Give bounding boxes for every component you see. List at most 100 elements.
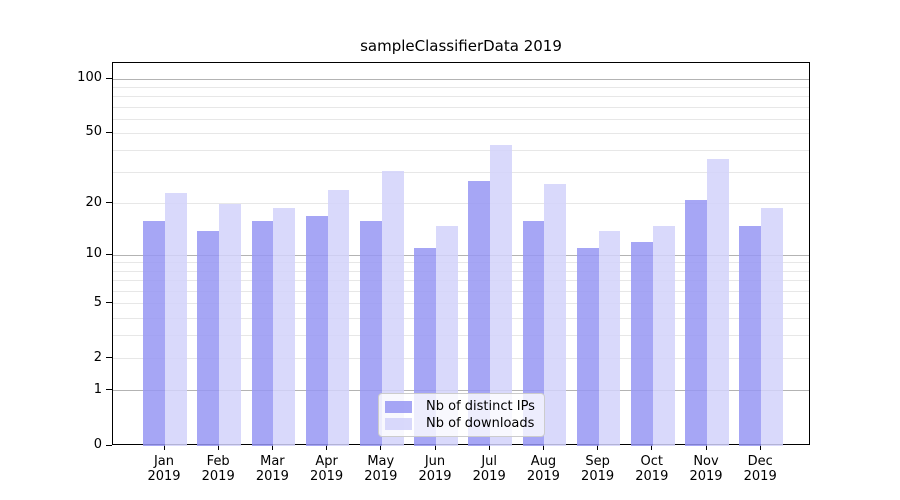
x-tick-label-apr: Apr 2019: [299, 454, 355, 484]
gridline-minor: [113, 118, 809, 120]
chart-title: sampleClassifierData 2019: [360, 37, 562, 55]
x-tick-label-jan: Jan 2019: [136, 454, 192, 484]
x-tick-month-text: Jan: [153, 454, 175, 469]
bar-downloads-dec: [761, 207, 783, 446]
gridline-minor: [113, 270, 809, 272]
x-tick-mark-apr: [326, 445, 328, 450]
legend-item-downloads: Nb of downloads: [385, 415, 538, 432]
gridline-minor: [113, 262, 809, 264]
bar-downloads-mar: [273, 207, 296, 446]
x-tick-mark-aug: [542, 445, 544, 450]
y-tick-mark-5: [106, 302, 112, 304]
gridline-minor: [113, 290, 809, 292]
y-tick-label-2: 2: [93, 349, 102, 365]
x-tick-label-aug: Aug 2019: [515, 454, 571, 484]
x-tick-month-text: Feb: [206, 454, 230, 469]
x-tick-mark-oct: [651, 445, 653, 450]
bar-downloads-jan: [165, 193, 187, 446]
gridline-minor: [113, 132, 809, 134]
x-tick-month-text: Mar: [260, 454, 285, 469]
bar-ips-sep: [576, 248, 599, 446]
gridline-minor: [113, 106, 809, 108]
x-tick-month-text: Jul: [481, 454, 498, 469]
x-tick-mark-mar: [271, 445, 273, 450]
y-tick-label-50: 50: [85, 124, 102, 140]
bar-ips-jan: [143, 220, 165, 446]
bar-downloads-sep: [598, 230, 621, 446]
gridline-major: [113, 254, 809, 256]
x-tick-month-text: Nov: [693, 454, 719, 469]
x-tick-year-text: 2019: [255, 469, 289, 484]
x-tick-year-text: 2019: [418, 469, 452, 484]
gridline-minor: [113, 203, 809, 205]
plot-area: [112, 62, 810, 446]
x-tick-year-text: 2019: [581, 469, 615, 484]
bar-downloads-feb: [219, 204, 241, 446]
gridline-minor: [113, 280, 809, 282]
x-tick-mark-dec: [759, 445, 761, 450]
gridline-minor: [113, 303, 809, 305]
x-tick-year-text: 2019: [635, 469, 669, 484]
y-tick-label-10: 10: [85, 246, 102, 262]
x-tick-year-text: 2019: [310, 469, 344, 484]
bar-ips-may: [360, 220, 382, 446]
legend-swatch-downloads: [385, 417, 412, 430]
x-tick-mark-jul: [488, 445, 490, 450]
x-tick-year-text: 2019: [147, 469, 181, 484]
y-tick-label-1: 1: [93, 381, 102, 397]
x-tick-year-text: 2019: [526, 469, 560, 484]
x-tick-label-sep: Sep 2019: [570, 454, 626, 484]
x-tick-mark-feb: [217, 445, 219, 450]
x-tick-year-text: 2019: [201, 469, 235, 484]
bar-downloads-apr: [327, 190, 350, 446]
legend-swatch-ips: [385, 400, 412, 413]
gridline-minor: [113, 335, 809, 337]
bar-ips-nov: [685, 200, 707, 446]
bar-ips-aug: [522, 220, 545, 446]
y-tick-mark-0: [106, 444, 112, 446]
x-tick-label-nov: Nov 2019: [678, 454, 734, 484]
x-tick-mark-jan: [163, 445, 165, 450]
bar-downloads-oct: [652, 225, 675, 446]
x-tick-mark-sep: [597, 445, 599, 450]
gridline-minor: [113, 150, 809, 152]
bar-downloads-nov: [707, 158, 729, 446]
bar-downloads-jul: [490, 145, 512, 446]
x-tick-year-text: 2019: [472, 469, 506, 484]
x-tick-label-dec: Dec 2019: [732, 454, 788, 484]
x-tick-label-feb: Feb 2019: [190, 454, 246, 484]
y-tick-mark-10: [106, 253, 112, 255]
x-tick-month-text: Apr: [315, 454, 338, 469]
gridline-major: [113, 390, 809, 392]
gridline-minor: [113, 317, 809, 319]
x-tick-month-text: May: [367, 454, 395, 469]
legend: Nb of distinct IPs Nb of downloads: [378, 393, 545, 437]
x-tick-month-text: Dec: [747, 454, 773, 469]
x-tick-year-text: 2019: [364, 469, 398, 484]
y-tick-label-5: 5: [93, 294, 102, 310]
x-tick-mark-may: [380, 445, 382, 450]
bar-downloads-aug: [544, 184, 567, 446]
y-tick-mark-100: [106, 77, 112, 79]
x-tick-month-text: Jun: [424, 454, 446, 469]
x-tick-label-jun: Jun 2019: [407, 454, 463, 484]
bar-ips-feb: [197, 230, 220, 446]
bar-ips-dec: [739, 225, 762, 446]
x-tick-month-text: Oct: [640, 454, 664, 469]
legend-item-distinct-ips: Nb of distinct IPs: [385, 398, 538, 415]
x-tick-month-text: Aug: [530, 454, 557, 469]
x-tick-label-jul: Jul 2019: [461, 454, 517, 484]
gridline-minor: [113, 358, 809, 360]
x-tick-year-text: 2019: [689, 469, 723, 484]
bar-ips-apr: [305, 216, 328, 446]
x-tick-mark-jun: [434, 445, 436, 450]
x-tick-month-text: Sep: [585, 454, 610, 469]
y-tick-mark-50: [106, 131, 112, 133]
y-tick-label-0: 0: [93, 437, 102, 452]
gridline-minor: [113, 96, 809, 98]
bar-ips-oct: [631, 242, 653, 446]
gridline-minor: [113, 86, 809, 88]
x-tick-label-mar: Mar 2019: [244, 454, 300, 484]
legend-label-ips: Nb of distinct IPs: [426, 399, 535, 414]
